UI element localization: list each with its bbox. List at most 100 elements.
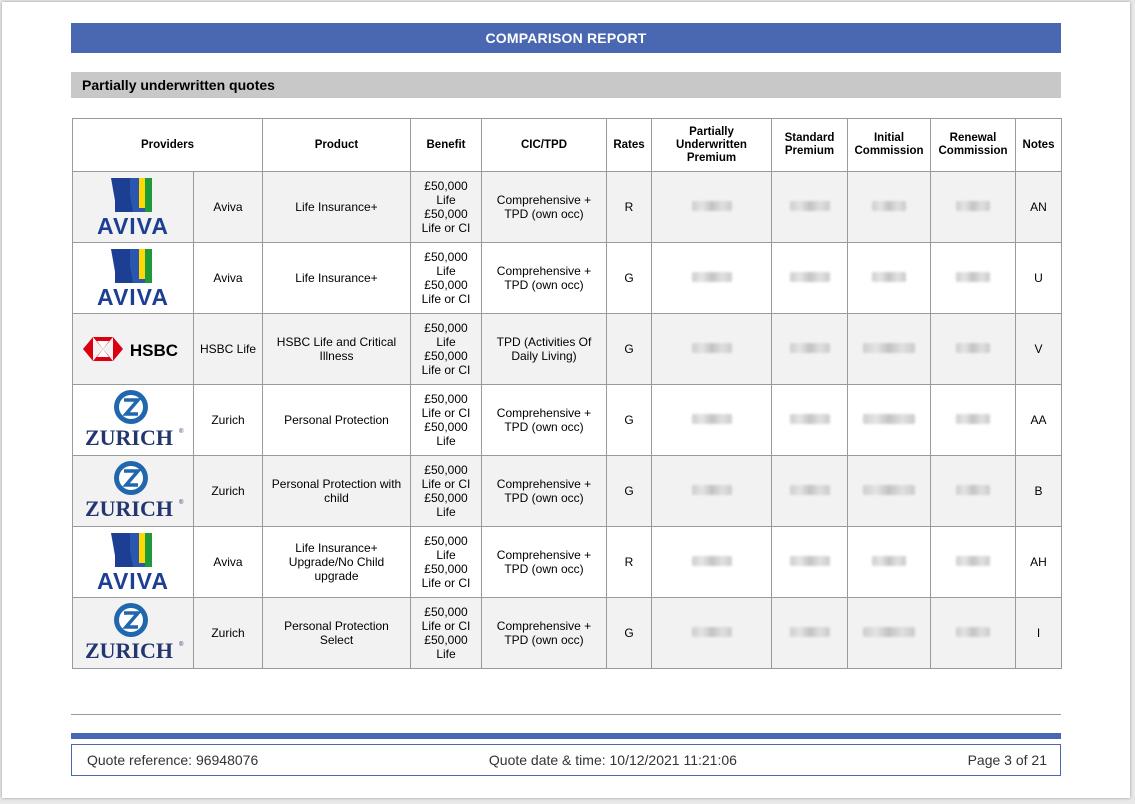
rates: R [606,171,652,243]
table-header-row: Providers Product Benefit CIC/TPD Rates … [72,118,1062,172]
page-footer: Quote reference: 96948076 Quote date & t… [71,744,1061,776]
pu-premium-redacted [651,597,772,669]
header-notes: Notes [1015,118,1062,172]
provider-logo-cell: AVIVA [72,526,194,598]
standard-premium-redacted [771,313,848,385]
table-row: ZURICH ® Zurich Personal Protection with ch… [72,455,1062,527]
zurich-logo: ZURICH ® [76,456,190,526]
notes: I [1015,597,1062,669]
rates: G [606,384,652,456]
svg-text:AVIVA: AVIVA [97,213,169,239]
pu-premium-redacted [651,171,772,243]
rates: G [606,242,652,314]
pu-premium-redacted [651,313,772,385]
standard-premium-redacted [771,526,848,598]
cic-tpd: TPD (Activities Of Daily Living) [481,313,607,385]
header-rates: Rates [606,118,652,172]
header-renewal-commission: Renewal Commission [930,118,1016,172]
provider-logo-cell: ZURICH ® [72,455,194,527]
provider-name: Zurich [193,597,263,669]
product-name: Personal Protection [262,384,411,456]
renewal-commission-redacted [930,597,1016,669]
report-title: COMPARISON REPORT [71,23,1061,53]
quote-datetime: Quote date & time: 10/12/2021 11:21:06 [488,752,737,768]
product-name: Personal Protection with child [262,455,411,527]
renewal-commission-redacted [930,171,1016,243]
cic-tpd: Comprehensive + TPD (own occ) [481,526,607,598]
product-name: Life Insurance+ [262,171,411,243]
rates: R [606,526,652,598]
pu-premium-redacted [651,455,772,527]
header-product: Product [262,118,411,172]
aviva-logo: AVIVA [76,527,190,597]
header-providers: Providers [72,118,263,172]
svg-text:ZURICH: ZURICH [85,638,173,663]
provider-name: Aviva [193,242,263,314]
svg-text:®: ® [179,499,184,506]
initial-commission-redacted [847,455,931,527]
hsbc-logo: HSBC [76,314,190,384]
benefit: £50,000 Life £50,000 Life or CI [410,242,482,314]
svg-text:ZURICH: ZURICH [85,496,173,521]
provider-logo-cell: AVIVA [72,242,194,314]
table-row: AVIVA Aviva Life Insurance+ £50,000 Life £5… [72,242,1062,314]
benefit: £50,000 Life or CI £50,000 Life [410,384,482,456]
svg-text:AVIVA: AVIVA [97,284,169,310]
table-row: AVIVA Aviva Life Insurance+ Upgrade/No Chi… [72,526,1062,598]
initial-commission-redacted [847,171,931,243]
table-row: AVIVA Aviva Life Insurance+ £50,000 Life £5… [72,171,1062,243]
rates: G [606,597,652,669]
provider-name: Aviva [193,171,263,243]
zurich-logo: ZURICH ® [76,598,190,668]
notes: V [1015,313,1062,385]
notes: U [1015,242,1062,314]
benefit: £50,000 Life or CI £50,000 Life [410,597,482,669]
standard-premium-redacted [771,171,848,243]
provider-name: Aviva [193,526,263,598]
notes: AA [1015,384,1062,456]
header-initial-commission: Initial Commission [847,118,931,172]
renewal-commission-redacted [930,455,1016,527]
cic-tpd: Comprehensive + TPD (own occ) [481,455,607,527]
pu-premium-redacted [651,384,772,456]
quotes-table: Providers Product Benefit CIC/TPD Rates … [72,118,1062,669]
quote-reference: Quote reference: 96948076 [87,752,259,768]
svg-text:®: ® [179,641,184,648]
renewal-commission-redacted [930,242,1016,314]
cic-tpd: Comprehensive + TPD (own occ) [481,171,607,243]
svg-text:AVIVA: AVIVA [97,568,169,594]
rates: G [606,455,652,527]
product-name: Life Insurance+ Upgrade/No Child upgrade [262,526,411,598]
svg-text:®: ® [179,428,184,435]
table-row: ZURICH ® Zurich Personal Protection £50,000 … [72,384,1062,456]
product-name: Life Insurance+ [262,242,411,314]
provider-name: Zurich [193,384,263,456]
cic-tpd: Comprehensive + TPD (own occ) [481,597,607,669]
standard-premium-redacted [771,455,848,527]
standard-premium-redacted [771,384,848,456]
initial-commission-redacted [847,597,931,669]
product-name: Personal Protection Select [262,597,411,669]
section-title: Partially underwritten quotes [71,72,1061,98]
header-standard-premium: Standard Premium [771,118,848,172]
initial-commission-redacted [847,384,931,456]
renewal-commission-redacted [930,313,1016,385]
cic-tpd: Comprehensive + TPD (own occ) [481,242,607,314]
standard-premium-redacted [771,597,848,669]
rates: G [606,313,652,385]
renewal-commission-redacted [930,526,1016,598]
initial-commission-redacted [847,242,931,314]
cic-tpd: Comprehensive + TPD (own occ) [481,384,607,456]
provider-logo-cell: ZURICH ® [72,597,194,669]
svg-text:ZURICH: ZURICH [85,425,173,450]
page-number: Page 3 of 21 [967,752,1047,768]
aviva-logo: AVIVA [76,243,190,313]
benefit: £50,000 Life £50,000 Life or CI [410,313,482,385]
provider-logo-cell: AVIVA [72,171,194,243]
pu-premium-redacted [651,242,772,314]
notes: AN [1015,171,1062,243]
footer-divider [71,714,1061,715]
standard-premium-redacted [771,242,848,314]
notes: B [1015,455,1062,527]
benefit: £50,000 Life £50,000 Life or CI [410,526,482,598]
